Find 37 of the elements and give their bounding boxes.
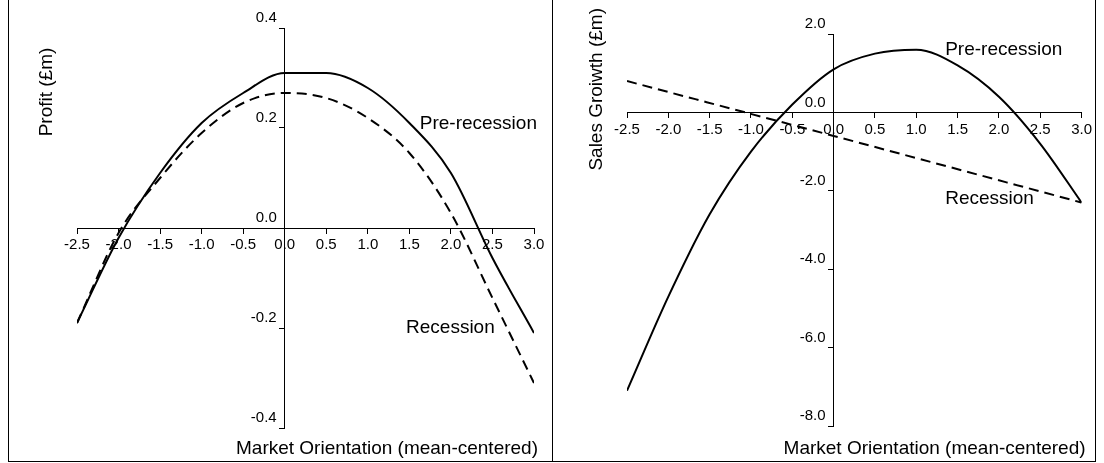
series-label: Recession [945, 186, 1034, 208]
x-tick-label: -0.5 [230, 235, 257, 253]
y-tick-label: 0.0 [804, 92, 826, 110]
x-tick-label: 1.0 [905, 119, 927, 137]
x-tick-label: -1.5 [147, 235, 174, 253]
x-tick-label: 1.0 [357, 235, 379, 253]
y-tick-label: -4.0 [799, 249, 826, 267]
x-tick-label: 0.5 [315, 235, 337, 253]
x-tick-label: -1.0 [738, 119, 764, 137]
series-label: Pre-recession [945, 37, 1063, 59]
x-tick-label: -2.0 [655, 119, 682, 137]
y-tick-label: -8.0 [799, 406, 826, 424]
x-tick-label: 3.0 [523, 235, 545, 253]
y-tick-label: -2.0 [799, 170, 826, 188]
x-tick-label: -1.0 [188, 235, 215, 253]
y-tick-label: 0.2 [255, 108, 277, 126]
x-tick-label: -2.5 [64, 235, 90, 253]
x-tick-label: -1.5 [696, 119, 723, 137]
x-tick-label: -2.5 [614, 119, 640, 137]
series-label: Recession [406, 316, 495, 338]
y-axis-title: Profit (£m) [35, 47, 57, 137]
x-axis-title: Market Orientation (mean-centered) [783, 436, 1086, 458]
series-label: Pre-recession [419, 112, 537, 134]
y-tick-label: -0.4 [250, 408, 277, 426]
x-tick-label: 0.5 [864, 119, 886, 137]
y-tick-label: -0.2 [250, 308, 277, 326]
y-tick-label: 0.0 [255, 208, 277, 226]
x-tick-label: 1.5 [947, 119, 969, 137]
x-tick-label: 1.5 [398, 235, 420, 253]
y-tick-label: -6.0 [799, 327, 826, 345]
x-tick-label: 2.0 [440, 235, 462, 253]
x-tick-label: 2.0 [988, 119, 1010, 137]
y-tick-label: 0.4 [255, 8, 277, 26]
x-axis-title: Market Orientation (mean-centered) [235, 436, 538, 458]
x-tick-label: 3.0 [1071, 119, 1092, 137]
y-tick-label: 2.0 [804, 14, 826, 32]
y-axis-title: Sales Groiwth (£m) [585, 8, 607, 171]
